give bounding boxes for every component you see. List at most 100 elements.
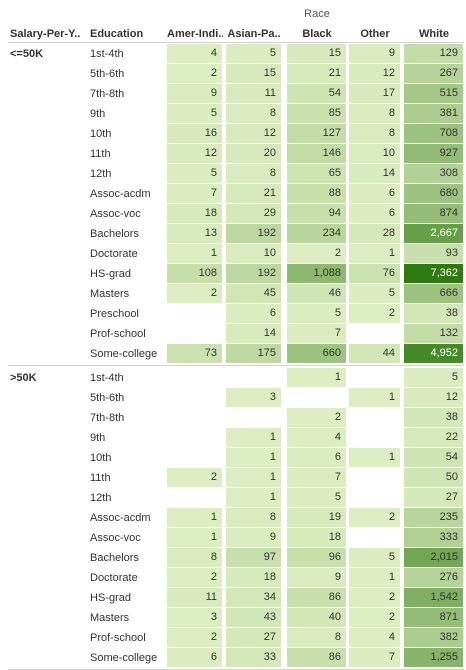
heatmap-cell[interactable]: 2 [167, 568, 222, 587]
heatmap-cell[interactable]: 3 [167, 608, 222, 627]
heatmap-cell[interactable]: 175 [226, 344, 281, 363]
heatmap-cell[interactable]: 18 [287, 528, 346, 547]
heatmap-cell[interactable]: 5 [167, 164, 222, 183]
heatmap-cell[interactable]: 4,952 [404, 344, 463, 363]
heatmap-cell[interactable]: 708 [404, 124, 463, 143]
column-header-amer-indian[interactable]: Amer-Indi.. [167, 28, 223, 40]
heatmap-cell[interactable]: 5 [226, 44, 281, 63]
heatmap-cell[interactable]: 308 [404, 164, 463, 183]
heatmap-cell[interactable]: 129 [404, 44, 463, 63]
heatmap-cell[interactable]: 38 [404, 408, 463, 427]
heatmap-cell[interactable]: 76 [349, 264, 400, 283]
heatmap-cell[interactable]: 1 [349, 448, 400, 467]
heatmap-cell[interactable]: 54 [404, 448, 463, 467]
heatmap-cell[interactable]: 9 [167, 84, 222, 103]
heatmap-cell[interactable]: 5 [287, 488, 346, 507]
heatmap-cell[interactable]: 15 [226, 64, 281, 83]
heatmap-cell[interactable]: 96 [287, 548, 346, 567]
heatmap-cell[interactable]: 2 [349, 508, 400, 527]
column-header-black[interactable]: Black [302, 28, 332, 40]
heatmap-cell[interactable]: 1 [167, 528, 222, 547]
heatmap-cell[interactable]: 7 [349, 648, 400, 667]
heatmap-cell[interactable]: 43 [226, 608, 281, 627]
heatmap-cell[interactable]: 8 [349, 124, 400, 143]
heatmap-cell[interactable]: 192 [226, 224, 281, 243]
heatmap-cell[interactable]: 5 [404, 368, 463, 387]
heatmap-cell[interactable]: 871 [404, 608, 463, 627]
heatmap-cell[interactable]: 4 [287, 428, 346, 447]
heatmap-cell[interactable]: 12 [226, 124, 281, 143]
heatmap-cell[interactable]: 12 [349, 64, 400, 83]
heatmap-cell[interactable]: 29 [226, 204, 281, 223]
heatmap-cell[interactable]: 5 [349, 548, 400, 567]
heatmap-cell[interactable]: 132 [404, 324, 463, 343]
heatmap-cell[interactable]: 6 [167, 648, 222, 667]
heatmap-cell[interactable]: 20 [226, 144, 281, 163]
heatmap-cell[interactable]: 10 [226, 244, 281, 263]
heatmap-cell[interactable]: 8 [167, 548, 222, 567]
heatmap-cell[interactable]: 11 [167, 588, 222, 607]
heatmap-cell[interactable]: 38 [404, 304, 463, 323]
heatmap-cell[interactable]: 1 [226, 488, 281, 507]
heatmap-cell[interactable]: 94 [287, 204, 346, 223]
heatmap-cell[interactable]: 34 [226, 588, 281, 607]
heatmap-cell[interactable]: 46 [287, 284, 346, 303]
heatmap-cell[interactable]: 1 [287, 368, 346, 387]
heatmap-cell[interactable]: 1,088 [287, 264, 346, 283]
heatmap-cell[interactable]: 15 [287, 44, 346, 63]
heatmap-cell[interactable]: 1 [349, 568, 400, 587]
heatmap-cell[interactable]: 8 [226, 164, 281, 183]
heatmap-cell[interactable]: 54 [287, 84, 346, 103]
heatmap-cell[interactable]: 192 [226, 264, 281, 283]
heatmap-cell[interactable]: 381 [404, 104, 463, 123]
heatmap-cell[interactable]: 6 [349, 204, 400, 223]
column-header-white[interactable]: White [419, 28, 449, 40]
heatmap-cell[interactable]: 10 [349, 144, 400, 163]
heatmap-cell[interactable]: 146 [287, 144, 346, 163]
heatmap-cell[interactable]: 86 [287, 588, 346, 607]
heatmap-cell[interactable]: 85 [287, 104, 346, 123]
heatmap-cell[interactable]: 16 [167, 124, 222, 143]
heatmap-cell[interactable]: 9 [349, 44, 400, 63]
heatmap-cell[interactable]: 1 [226, 428, 281, 447]
heatmap-cell[interactable]: 5 [349, 284, 400, 303]
heatmap-cell[interactable]: 14 [226, 324, 281, 343]
heatmap-cell[interactable]: 1 [349, 388, 400, 407]
education-row-header[interactable]: Education [90, 28, 144, 40]
heatmap-cell[interactable]: 2 [287, 244, 346, 263]
heatmap-cell[interactable]: 2 [167, 64, 222, 83]
heatmap-cell[interactable]: 19 [287, 508, 346, 527]
column-header-asian-pac[interactable]: Asian-Pa.. [227, 28, 281, 40]
heatmap-cell[interactable]: 8 [349, 104, 400, 123]
heatmap-cell[interactable]: 6 [287, 448, 346, 467]
heatmap-cell[interactable]: 108 [167, 264, 222, 283]
heatmap-cell[interactable]: 3 [226, 388, 281, 407]
heatmap-cell[interactable]: 14 [349, 164, 400, 183]
heatmap-cell[interactable]: 13 [167, 224, 222, 243]
heatmap-cell[interactable]: 7 [167, 184, 222, 203]
heatmap-cell[interactable]: 2,015 [404, 548, 463, 567]
heatmap-cell[interactable]: 927 [404, 144, 463, 163]
heatmap-cell[interactable]: 9 [287, 568, 346, 587]
heatmap-cell[interactable]: 1,255 [404, 648, 463, 667]
heatmap-cell[interactable]: 8 [226, 104, 281, 123]
heatmap-cell[interactable]: 2,667 [404, 224, 463, 243]
heatmap-cell[interactable]: 2 [167, 628, 222, 647]
heatmap-cell[interactable]: 267 [404, 64, 463, 83]
heatmap-cell[interactable]: 21 [226, 184, 281, 203]
heatmap-cell[interactable]: 18 [167, 204, 222, 223]
heatmap-cell[interactable]: 666 [404, 284, 463, 303]
heatmap-cell[interactable]: 73 [167, 344, 222, 363]
heatmap-cell[interactable]: 4 [167, 44, 222, 63]
heatmap-cell[interactable]: 9 [226, 528, 281, 547]
heatmap-cell[interactable]: 65 [287, 164, 346, 183]
heatmap-cell[interactable]: 18 [226, 568, 281, 587]
heatmap-cell[interactable]: 93 [404, 244, 463, 263]
heatmap-cell[interactable]: 1 [226, 468, 281, 487]
heatmap-cell[interactable]: 50 [404, 468, 463, 487]
heatmap-cell[interactable]: 1 [226, 448, 281, 467]
heatmap-cell[interactable]: 4 [349, 628, 400, 647]
heatmap-cell[interactable]: 27 [404, 488, 463, 507]
heatmap-cell[interactable]: 2 [287, 408, 346, 427]
heatmap-cell[interactable]: 5 [287, 304, 346, 323]
